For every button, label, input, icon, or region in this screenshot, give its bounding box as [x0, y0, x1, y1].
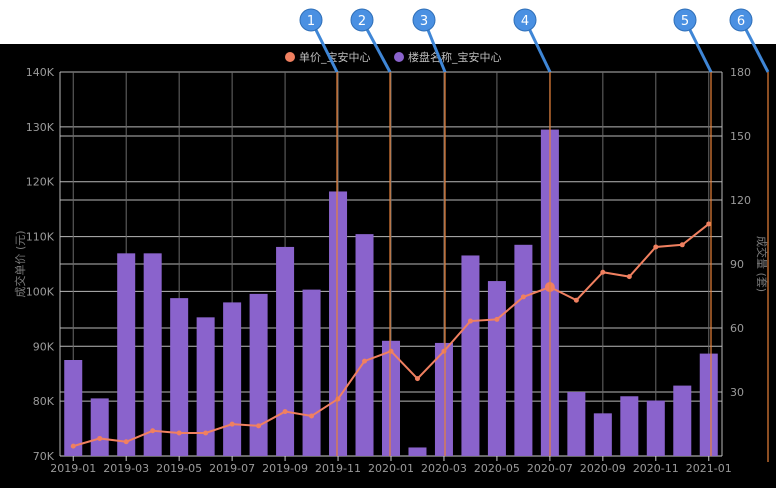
y-right-tick-label: 120: [730, 194, 751, 207]
line-point: [653, 244, 659, 250]
line-point: [309, 413, 315, 419]
x-tick-label: 2020-05: [474, 462, 520, 475]
line-point: [441, 348, 447, 354]
line-point: [150, 428, 156, 434]
annotation-number: 1: [307, 14, 315, 29]
bar: [567, 392, 586, 456]
y-left-tick-label: 80K: [33, 395, 55, 408]
bar: [408, 447, 427, 456]
bar: [646, 400, 665, 456]
x-tick-label: 2021-01: [686, 462, 732, 475]
bar: [302, 289, 321, 456]
legend-label-bar: 楼盘名称_宝安中心: [408, 50, 502, 64]
annotation-badge: [350, 8, 374, 32]
legend-marker-bar: [394, 52, 404, 62]
line-point: [573, 297, 579, 303]
line-point: [203, 430, 209, 436]
line-point: [282, 409, 288, 415]
x-tick-label: 2019-05: [156, 462, 202, 475]
line-point: [679, 242, 685, 248]
y-right-tick-label: 90: [730, 258, 744, 271]
y-left-tick-label: 100K: [26, 285, 55, 298]
line-point: [70, 443, 76, 449]
bar: [673, 385, 692, 456]
bar: [170, 298, 189, 456]
bar: [276, 246, 295, 456]
x-tick-label: 2020-11: [633, 462, 679, 475]
bar: [329, 191, 348, 456]
y-left-tick-label: 130K: [26, 121, 55, 134]
y-right-tick-label: 30: [730, 386, 744, 399]
bar: [699, 353, 718, 456]
y-right-axis-label: 成交量 (套): [755, 236, 769, 292]
y-left-tick-label: 120K: [26, 176, 55, 189]
x-tick-label: 2020-01: [368, 462, 414, 475]
x-tick-label: 2020-07: [527, 462, 573, 475]
line-point: [600, 269, 606, 275]
line-point: [176, 430, 182, 436]
annotation-badge: [673, 8, 697, 32]
line-point: [256, 423, 262, 429]
y-right-tick-label: 180: [730, 66, 751, 79]
line-point: [123, 439, 129, 445]
x-tick-label: 2020-03: [421, 462, 467, 475]
y-left-tick-label: 90K: [33, 340, 55, 353]
bar: [223, 302, 242, 456]
y-left-tick-label: 110K: [26, 231, 55, 244]
x-tick-label: 2020-09: [580, 462, 626, 475]
bar: [249, 293, 268, 456]
x-tick-label: 2019-09: [262, 462, 308, 475]
y-left-axis-label: 成交单价 (元): [13, 230, 27, 297]
bar: [117, 253, 136, 456]
bar: [355, 234, 374, 456]
annotation-badge: [299, 8, 323, 32]
y-right-tick-label: 150: [730, 130, 751, 143]
line-point: [229, 421, 235, 427]
line-point: [335, 396, 341, 402]
bar: [381, 340, 401, 456]
x-tick-label: 2019-11: [315, 462, 361, 475]
y-left-tick-label: 70K: [33, 450, 55, 463]
bar: [196, 317, 215, 456]
bar: [593, 413, 612, 456]
bar: [514, 244, 533, 456]
annotation-number: 4: [521, 14, 529, 29]
annotation-badge: [729, 8, 753, 32]
bar: [487, 281, 506, 456]
legend-marker-line: [285, 52, 295, 62]
bar: [620, 396, 639, 456]
line-point: [97, 435, 103, 441]
bar: [90, 398, 109, 456]
line-point: [467, 318, 473, 324]
annotation-badge: [513, 8, 537, 32]
line-point: [494, 316, 500, 322]
x-tick-label: 2019-01: [50, 462, 96, 475]
line-point: [520, 294, 526, 300]
bar: [461, 255, 480, 456]
annotation-badge: [412, 8, 436, 32]
line-point: [362, 358, 368, 364]
x-tick-label: 2019-03: [103, 462, 149, 475]
bar: [143, 253, 162, 456]
line-point: [388, 348, 394, 354]
bar: [64, 360, 83, 456]
line-point: [626, 274, 632, 280]
annotation-number: 2: [358, 14, 366, 29]
y-left-tick-label: 140K: [26, 66, 55, 79]
legend-label-line: 单价_宝安中心: [299, 50, 371, 64]
y-right-tick-label: 60: [730, 322, 744, 335]
x-tick-label: 2019-07: [209, 462, 255, 475]
annotation-number: 6: [737, 14, 745, 29]
line-point: [706, 221, 712, 227]
bar: [434, 342, 453, 456]
annotation-number: 3: [420, 14, 428, 29]
line-point: [414, 376, 420, 382]
annotation-number: 5: [681, 14, 689, 29]
